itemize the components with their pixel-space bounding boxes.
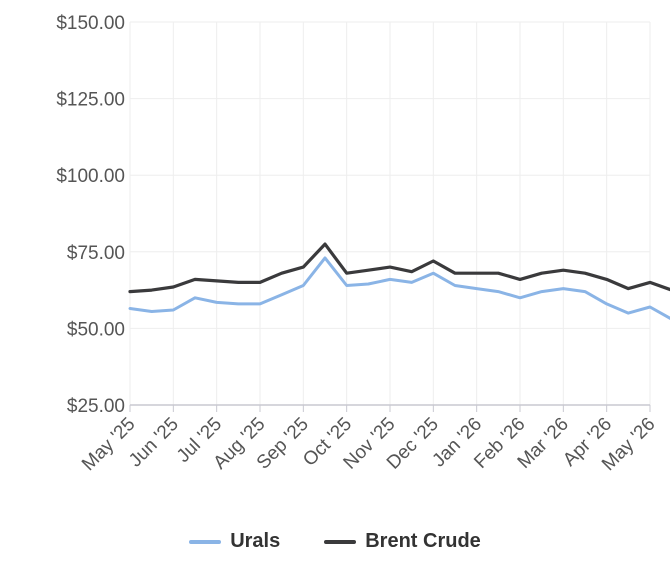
- y-tick-label: $150.00: [56, 13, 125, 34]
- legend: Urals Brent Crude: [0, 530, 670, 553]
- series-line-urals[interactable]: [128, 102, 670, 326]
- y-tick-label: $25.00: [67, 396, 125, 417]
- legend-swatch-brent-crude: [324, 539, 357, 544]
- y-tick-label: $125.00: [56, 90, 125, 111]
- y-tick-label: $75.00: [67, 243, 125, 264]
- y-tick-label: $100.00: [56, 166, 125, 187]
- series-line-brent-crude[interactable]: [128, 108, 670, 295]
- axes: [129, 404, 651, 412]
- x-tick-label: Jun '25: [125, 414, 183, 472]
- legend-label-brent-crude: Brent Crude: [365, 530, 481, 552]
- legend-label-urals: Urals: [230, 530, 281, 552]
- gridlines: [129, 21, 651, 405]
- legend-swatch-urals: [189, 539, 222, 544]
- series-lines: [128, 102, 670, 326]
- tick-labels: $25.00 $50.00 $75.00 $100.00 $125.00 $150.00 M…: [56, 13, 659, 475]
- y-tick-label: $50.00: [67, 319, 125, 340]
- legend-item-brent-crude[interactable]: Brent Crude: [324, 530, 481, 553]
- legend-item-urals[interactable]: Urals: [189, 530, 280, 553]
- x-tick-label: May '25: [78, 414, 139, 475]
